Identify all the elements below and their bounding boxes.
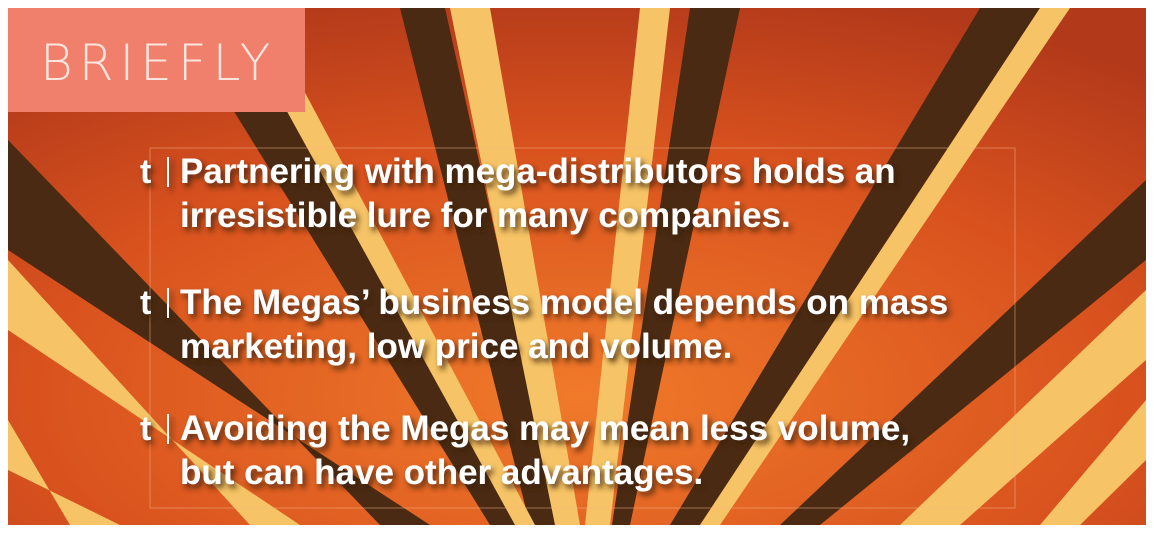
bullet-text: irresistible lure for many companies.: [180, 196, 791, 235]
bullet-marker: t: [140, 284, 151, 322]
slide: BRIEFLY t Partnering with mega-distributo…: [0, 0, 1154, 533]
title: BRIEFLY: [40, 34, 276, 92]
bullet-text: Avoiding the Megas may mean less volume,: [180, 409, 910, 448]
bullet-marker: t: [140, 410, 151, 448]
bullet-text: but can have other advantages.: [180, 453, 703, 492]
bullet-text: marketing, low price and volume.: [180, 327, 732, 366]
bullet-text: The Megas’ business model depends on mas…: [180, 283, 948, 322]
bullet-text: Partnering with mega-distributors holds …: [180, 152, 896, 191]
bullet-marker: t: [140, 153, 151, 191]
